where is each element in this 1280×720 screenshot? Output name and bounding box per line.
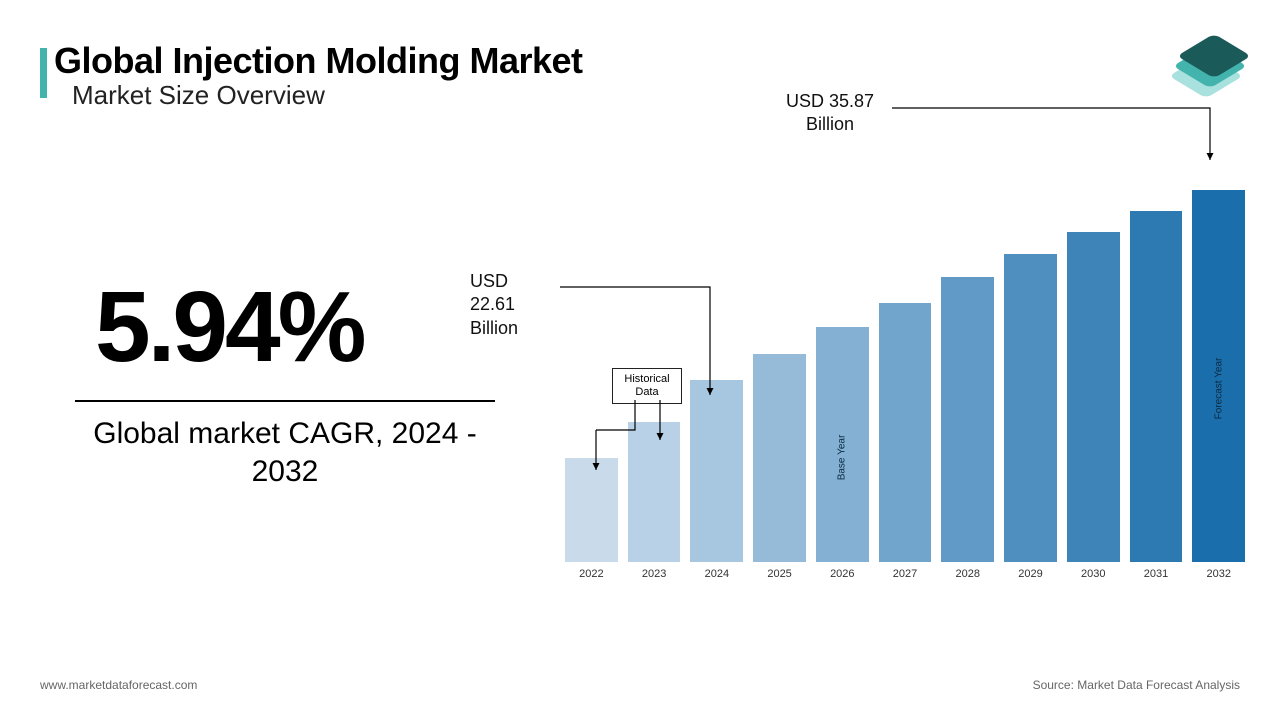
callout-start-line1: USD [470, 270, 560, 293]
bar-year-label-2022: 2022 [579, 568, 603, 580]
bar-year-label-2028: 2028 [956, 568, 980, 580]
bar-caption-2032: Forecast Year [1213, 358, 1224, 420]
bars-container: 2022 2023 2024 2025 Base Year 2026 2027 2028 202… [565, 165, 1245, 580]
bar-chart: 2022 2023 2024 2025 Base Year 2026 2027 2028 202… [565, 165, 1245, 605]
bar-rect-2028 [941, 277, 994, 562]
footer-url: www.marketdataforecast.com [40, 678, 197, 692]
bar-rect-2023 [628, 422, 681, 562]
bar-year-label-2027: 2027 [893, 568, 917, 580]
page-root: Global Injection Molding Market Market S… [0, 0, 1280, 720]
page-subtitle: Market Size Overview [72, 80, 325, 111]
bar-2030: 2030 [1067, 232, 1120, 580]
bar-2028: 2028 [941, 277, 994, 580]
bar-rect-2027 [879, 303, 932, 562]
bar-2032: Forecast Year 2032 [1192, 190, 1245, 580]
footer-source: Source: Market Data Forecast Analysis [1033, 678, 1240, 692]
bar-year-label-2024: 2024 [705, 568, 729, 580]
page-title: Global Injection Molding Market [54, 40, 583, 82]
bar-year-label-2026: 2026 [830, 568, 854, 580]
callout-end-line2: Billion [770, 113, 890, 136]
bar-2023: 2023 [628, 422, 681, 580]
bar-2025: 2025 [753, 354, 806, 580]
cagr-percent: 5.94% [95, 270, 364, 385]
callout-end-value: USD 35.87 Billion [770, 90, 890, 137]
bar-2031: 2031 [1130, 211, 1183, 580]
callout-end-line1: USD 35.87 [770, 90, 890, 113]
bar-rect-2030 [1067, 232, 1120, 562]
bar-2024: 2024 [690, 380, 743, 580]
bar-2026: Base Year 2026 [816, 327, 869, 580]
bar-2029: 2029 [1004, 254, 1057, 580]
callout-start-line2: 22.61 [470, 293, 560, 316]
bar-2022: 2022 [565, 458, 618, 580]
cagr-caption: Global market CAGR, 2024 - 2032 [75, 415, 495, 490]
bar-year-label-2025: 2025 [767, 568, 791, 580]
bar-rect-2025 [753, 354, 806, 562]
bar-year-label-2023: 2023 [642, 568, 666, 580]
bar-rect-2029 [1004, 254, 1057, 562]
brand-logo [1185, 35, 1240, 90]
divider-line [75, 400, 495, 402]
bar-rect-2031 [1130, 211, 1183, 562]
bar-rect-2024 [690, 380, 743, 562]
bar-year-label-2031: 2031 [1144, 568, 1168, 580]
bar-year-label-2032: 2032 [1206, 568, 1230, 580]
bar-year-label-2030: 2030 [1081, 568, 1105, 580]
bar-2027: 2027 [879, 303, 932, 580]
title-accent-bar [40, 48, 47, 98]
bar-year-label-2029: 2029 [1018, 568, 1042, 580]
bar-rect-2022 [565, 458, 618, 562]
bar-caption-2026: Base Year [837, 434, 848, 480]
callout-start-value: USD 22.61 Billion [470, 270, 560, 340]
callout-start-line3: Billion [470, 317, 560, 340]
